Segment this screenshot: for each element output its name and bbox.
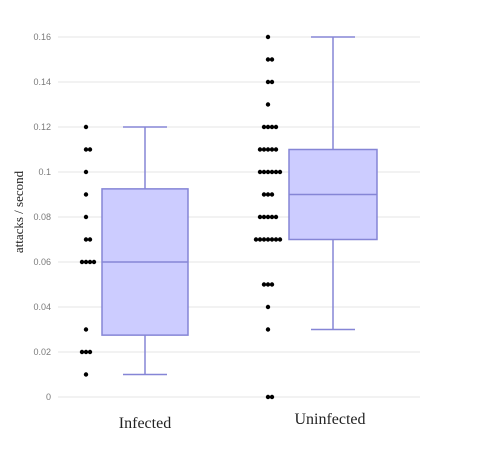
data-point bbox=[83, 327, 89, 332]
data-point bbox=[83, 259, 89, 265]
data-point bbox=[83, 169, 89, 175]
y-tick-label: 0.1 bbox=[38, 167, 51, 177]
data-point bbox=[277, 237, 283, 242]
data-point bbox=[273, 147, 279, 152]
data-point bbox=[277, 169, 283, 175]
data-point bbox=[83, 237, 89, 242]
data-point bbox=[261, 282, 267, 287]
data-point bbox=[261, 169, 267, 175]
data-point bbox=[265, 214, 271, 220]
data-point bbox=[269, 394, 275, 400]
data-point bbox=[265, 237, 271, 242]
data-point bbox=[265, 327, 271, 332]
data-point bbox=[273, 214, 279, 220]
category-label: Infected bbox=[119, 415, 171, 432]
data-point bbox=[257, 214, 263, 220]
y-axis-ticks: 0 0.02 0.04 0.06 0.08 0.1 0.12 0.14 0.16 bbox=[33, 32, 51, 402]
data-point bbox=[261, 237, 267, 242]
data-point bbox=[261, 214, 267, 220]
y-tick-label: 0 bbox=[46, 392, 51, 402]
data-point bbox=[269, 192, 275, 197]
data-point bbox=[87, 259, 93, 265]
data-point bbox=[87, 349, 93, 355]
data-point bbox=[91, 259, 97, 265]
data-point bbox=[273, 237, 279, 242]
data-point bbox=[83, 349, 89, 355]
data-point bbox=[265, 169, 271, 175]
y-tick-label: 0.06 bbox=[33, 257, 51, 267]
data-point bbox=[273, 169, 279, 175]
data-point bbox=[79, 349, 85, 355]
data-point bbox=[269, 79, 275, 85]
data-point bbox=[265, 57, 271, 62]
data-point bbox=[269, 57, 275, 62]
data-point bbox=[261, 192, 267, 197]
y-axis-title: attacks / second bbox=[11, 170, 26, 253]
data-point bbox=[83, 124, 89, 130]
data-point bbox=[265, 304, 271, 310]
data-point bbox=[269, 237, 275, 242]
data-point bbox=[257, 169, 263, 175]
y-tick-label: 0.02 bbox=[33, 347, 51, 357]
data-point bbox=[261, 147, 267, 152]
data-point bbox=[265, 79, 271, 85]
y-tick-label: 0.12 bbox=[33, 122, 51, 132]
data-point bbox=[269, 169, 275, 175]
data-point bbox=[83, 372, 89, 377]
data-points bbox=[79, 34, 283, 400]
data-point bbox=[265, 102, 271, 107]
data-point bbox=[257, 237, 263, 242]
data-point bbox=[83, 147, 89, 152]
data-point bbox=[265, 394, 271, 400]
data-point bbox=[265, 147, 271, 152]
y-tick-label: 0.16 bbox=[33, 32, 51, 42]
data-point bbox=[265, 124, 271, 130]
data-point bbox=[265, 282, 271, 287]
data-point bbox=[269, 124, 275, 130]
category-label: Uninfected bbox=[294, 411, 365, 428]
data-point bbox=[257, 147, 263, 152]
data-point bbox=[83, 214, 89, 220]
data-point bbox=[79, 259, 85, 265]
data-point bbox=[87, 147, 93, 152]
data-point bbox=[269, 214, 275, 220]
data-point bbox=[253, 237, 259, 242]
data-point bbox=[269, 147, 275, 152]
boxes bbox=[101, 36, 378, 376]
category-labels: Infected Uninfected bbox=[119, 411, 366, 432]
data-point bbox=[83, 192, 89, 197]
y-tick-label: 0.08 bbox=[33, 212, 51, 222]
data-point bbox=[261, 124, 267, 130]
y-tick-label: 0.04 bbox=[33, 302, 51, 312]
data-point bbox=[269, 282, 275, 287]
data-point bbox=[265, 34, 271, 40]
data-point bbox=[265, 192, 271, 197]
data-point bbox=[87, 237, 93, 242]
y-tick-label: 0.14 bbox=[33, 77, 51, 87]
data-point bbox=[273, 124, 279, 130]
